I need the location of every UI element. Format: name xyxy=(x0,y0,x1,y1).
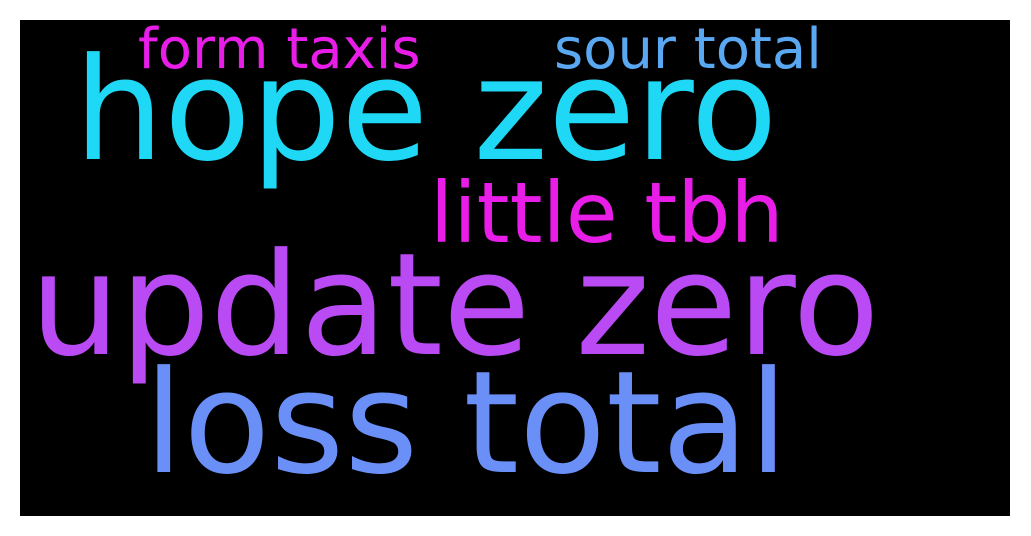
word-form-taxis: form taxis xyxy=(138,20,421,82)
word-loss-total: loss total xyxy=(144,341,789,506)
word-update-zero: update zero xyxy=(30,223,880,388)
word-hope-zero: hope zero xyxy=(74,28,778,193)
word-sour-total: sour total xyxy=(554,20,822,82)
word-little-tbh: little tbh xyxy=(430,164,784,262)
word-cloud-canvas: form taxis sour total hope zero little t… xyxy=(20,20,1010,516)
